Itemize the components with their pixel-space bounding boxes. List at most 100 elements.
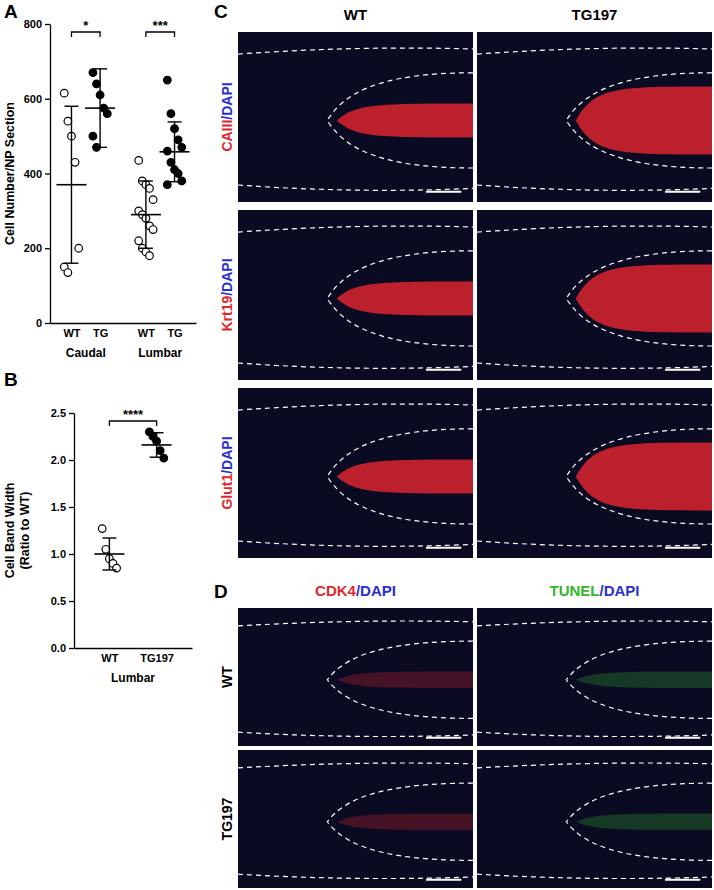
error-bar (109, 538, 110, 570)
scale-bar (426, 369, 461, 371)
panel-letter: B (4, 369, 18, 390)
label-part: TUNEL (549, 582, 599, 599)
error-bar (174, 122, 175, 182)
micrograph (238, 608, 473, 746)
data-point (174, 170, 182, 178)
stained-tissue (576, 442, 712, 510)
micrograph-background (238, 388, 473, 558)
x-axis: WTTGWTTG (51, 323, 197, 339)
x-tick-label: WT (101, 652, 118, 664)
micrograph-background (477, 750, 712, 888)
image-panel: CWTTG197CAIII/DAPIKrt19/DAPIGlut1/DAPI (214, 1, 712, 558)
data-point (149, 196, 157, 204)
stained-tissue (576, 264, 712, 332)
tissue-outline (477, 48, 712, 190)
micrograph-background (238, 608, 473, 746)
y-tick: 600 (24, 93, 50, 105)
group-label: Lumbar (111, 671, 155, 685)
y-tick-label: 0 (36, 317, 42, 329)
stained-tissue (576, 813, 712, 830)
micrograph (477, 210, 712, 380)
x-tick: TG197 (140, 648, 174, 664)
data-point (103, 110, 111, 118)
error-bar (71, 106, 72, 263)
error-bar (145, 181, 146, 248)
significance-label: *** (153, 18, 169, 33)
data-point (113, 564, 121, 572)
row-label: TG197 (219, 797, 235, 840)
error-bar-cap (150, 432, 164, 433)
group-label: Lumbar (138, 346, 182, 360)
data-point (93, 80, 101, 88)
label-part: Krt19 (219, 296, 235, 332)
y-axis-line (50, 25, 51, 324)
micrograph (238, 32, 473, 202)
y-tick-mark (69, 460, 74, 461)
y-tick: 0.0 (51, 642, 74, 654)
scale-bar (426, 879, 461, 881)
y-tick-label: 600 (24, 93, 42, 105)
scale-bar (665, 369, 700, 371)
x-axis-line (51, 323, 197, 324)
plot-marks (56, 69, 189, 277)
x-tick: TG (93, 323, 108, 339)
data-point (60, 89, 68, 97)
significance-label: * (83, 18, 89, 33)
stained-tissue (576, 671, 712, 688)
x-tick-label: TG (93, 327, 108, 339)
error-bar-cap (102, 537, 116, 538)
column-header: TUNEL/DAPI (549, 582, 639, 599)
micrograph (477, 750, 712, 888)
micrograph (238, 388, 473, 558)
data-point (149, 226, 157, 234)
row-label: WT (219, 666, 235, 688)
row-label: Krt19/DAPI (219, 258, 235, 331)
y-tick-label: 400 (24, 168, 42, 180)
x-tick: WT (101, 648, 118, 664)
panel-letter: D (214, 581, 228, 602)
x-tick-label: WT (138, 327, 155, 339)
micrograph-background (238, 32, 473, 202)
label-part: /DAPI (599, 582, 639, 599)
label-part: /DAPI (219, 258, 235, 295)
error-bar (99, 69, 100, 147)
chart-panel: B0.00.51.01.52.02.5WTTG197LumbarCell Ban… (3, 369, 193, 685)
plot-marks (94, 428, 171, 572)
micrograph (477, 608, 712, 746)
y-axis-title: Cell Number/NP Section (3, 102, 17, 245)
micrograph-background (477, 32, 712, 202)
data-point (178, 177, 186, 185)
tissue-outline (477, 404, 712, 546)
image-panel: DCDK4/DAPITUNEL/DAPIWTTG197 (214, 581, 712, 888)
error-bar (156, 433, 157, 457)
tissue-outline (238, 404, 473, 546)
x-axis-line (75, 648, 193, 649)
data-point (135, 157, 143, 165)
data-point (178, 144, 186, 152)
y-tick-mark (69, 413, 74, 414)
y-tick-mark (45, 173, 50, 174)
data-point (167, 110, 175, 118)
label-part: /DAPI (219, 82, 235, 119)
tissue-outline (238, 48, 473, 190)
y-axis: 0.00.51.01.52.02.5 (51, 407, 75, 654)
y-tick-label: 0.5 (51, 595, 66, 607)
x-tick: TG (167, 323, 182, 339)
y-tick: 0.5 (51, 595, 74, 607)
stained-tissue (337, 459, 473, 493)
data-point (71, 158, 79, 166)
error-bar-cap (139, 248, 153, 249)
scale-bar (665, 879, 700, 881)
y-tick-label: 0.0 (51, 642, 66, 654)
panel-letter: C (214, 1, 228, 22)
data-point (89, 69, 97, 77)
error-bar-cap (150, 456, 164, 457)
tissue-outline (238, 226, 473, 368)
data-point (102, 546, 110, 554)
y-axis-title: Cell Band Width (3, 483, 17, 579)
stained-tissue (337, 103, 473, 137)
data-point (167, 158, 175, 166)
x-tick-label: TG197 (140, 652, 174, 664)
error-bar-cap (168, 181, 182, 182)
data-point (98, 525, 106, 533)
